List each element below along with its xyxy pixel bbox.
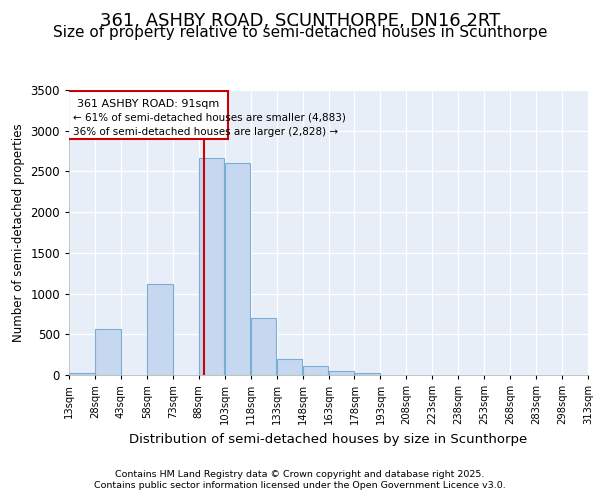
Y-axis label: Number of semi-detached properties: Number of semi-detached properties bbox=[12, 123, 25, 342]
Bar bbox=[277, 358, 302, 375]
Bar bbox=[251, 318, 277, 375]
Bar bbox=[225, 164, 250, 375]
Text: 36% of semi-detached houses are larger (2,828) →: 36% of semi-detached houses are larger (… bbox=[73, 128, 338, 138]
Text: ← 61% of semi-detached houses are smaller (4,883): ← 61% of semi-detached houses are smalle… bbox=[73, 113, 346, 123]
Text: 361, ASHBY ROAD, SCUNTHORPE, DN16 2RT: 361, ASHBY ROAD, SCUNTHORPE, DN16 2RT bbox=[100, 12, 500, 30]
FancyBboxPatch shape bbox=[68, 91, 228, 139]
X-axis label: Distribution of semi-detached houses by size in Scunthorpe: Distribution of semi-detached houses by … bbox=[130, 432, 527, 446]
Bar bbox=[199, 158, 224, 375]
Text: 361 ASHBY ROAD: 91sqm: 361 ASHBY ROAD: 91sqm bbox=[77, 99, 219, 109]
Bar bbox=[355, 372, 380, 375]
Bar bbox=[329, 371, 354, 375]
Bar bbox=[69, 372, 95, 375]
Bar bbox=[95, 330, 121, 375]
Bar bbox=[147, 284, 173, 375]
Text: Contains HM Land Registry data © Crown copyright and database right 2025.: Contains HM Land Registry data © Crown c… bbox=[115, 470, 485, 479]
Text: Contains public sector information licensed under the Open Government Licence v3: Contains public sector information licen… bbox=[94, 481, 506, 490]
Text: Size of property relative to semi-detached houses in Scunthorpe: Size of property relative to semi-detach… bbox=[53, 25, 547, 40]
Bar bbox=[303, 366, 328, 375]
